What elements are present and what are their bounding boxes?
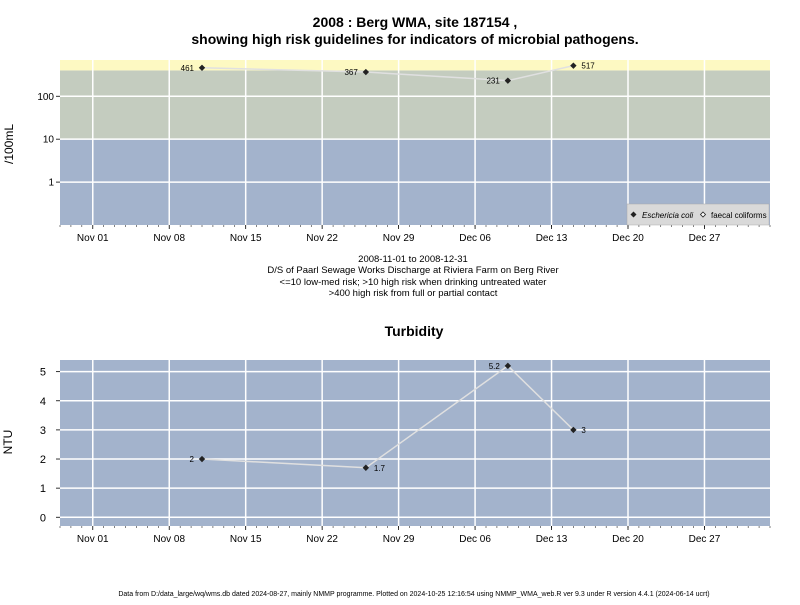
legend-ecoli-marker xyxy=(630,211,637,218)
chart2-background xyxy=(60,360,770,526)
x-tick-label: Dec 13 xyxy=(536,233,568,244)
data-point xyxy=(362,464,370,471)
x-tick-label: Nov 29 xyxy=(383,233,415,244)
chart1-subtitle: showing high risk guidelines for indicat… xyxy=(191,31,638,47)
y-tick-label: 1 xyxy=(48,178,54,189)
y-tick-label: 5 xyxy=(40,367,46,379)
y-tick-label: 100 xyxy=(37,92,54,103)
chart1-legend: Eschericia coli faecal coliforms xyxy=(626,203,770,226)
data-label: 1.7 xyxy=(374,464,386,473)
y-tick-label: 4 xyxy=(40,396,46,408)
data-point xyxy=(570,426,577,434)
chart1-note-date-range: 2008-11-01 to 2008-12-31 xyxy=(358,254,468,265)
data-label: 517 xyxy=(581,62,595,71)
x-tick-label: Nov 15 xyxy=(230,534,262,545)
x-tick-label: Nov 01 xyxy=(77,534,109,545)
x-tick-label: Dec 27 xyxy=(689,534,721,545)
data-point xyxy=(504,77,512,84)
y-tick-label: 2 xyxy=(40,454,46,466)
x-tick-label: Nov 22 xyxy=(306,233,338,244)
chart2-title: Turbidity xyxy=(385,323,444,339)
legend-ecoli-label: Eschericia coli xyxy=(642,211,693,220)
x-tick-label: Dec 27 xyxy=(689,233,721,244)
legend-box xyxy=(626,203,770,226)
data-label: 231 xyxy=(486,77,500,86)
chart2-x-axis: Nov 01 Nov 08 Nov 15 Nov 22 Nov 29 Dec 06 Dec … xyxy=(59,526,771,545)
chart1-note-risk-low: <=10 low-med risk; >10 high risk when dr… xyxy=(280,277,547,288)
chart1-gridlines xyxy=(60,60,770,225)
legend-faecal-marker xyxy=(699,211,707,218)
x-tick-label: Dec 06 xyxy=(459,534,491,545)
x-tick-label: Nov 22 xyxy=(306,534,338,545)
data-label: 5.2 xyxy=(489,362,501,371)
chart1-y-axis: 1 10 100 xyxy=(37,92,60,189)
data-point xyxy=(362,68,370,76)
chart1-note-risk-high: >400 high risk from full or partial cont… xyxy=(329,288,498,299)
data-label: 2 xyxy=(190,455,195,464)
data-point xyxy=(570,62,577,69)
data-point xyxy=(198,64,206,71)
x-tick-label: Nov 01 xyxy=(77,233,109,244)
data-label: 461 xyxy=(181,64,195,73)
series-line xyxy=(201,64,574,82)
chart2-panel xyxy=(60,360,770,526)
x-tick-label: Nov 08 xyxy=(153,233,185,244)
chart2-ylabel: NTU xyxy=(1,430,15,455)
y-tick-label: 0 xyxy=(40,512,46,524)
chart1-note-site: D/S of Paarl Sewage Works Discharge at R… xyxy=(267,265,558,276)
footer-note: Data from D:/data_large/wq/wms.db dated … xyxy=(118,591,709,598)
x-tick-label: Dec 20 xyxy=(612,233,644,244)
chart2-y-axis: 0 1 2 3 4 5 xyxy=(40,367,60,524)
chart1-title: 2008 : Berg WMA, site 187154 , xyxy=(313,14,518,30)
x-tick-label: Nov 08 xyxy=(153,534,185,545)
x-tick-label: Nov 29 xyxy=(383,534,415,545)
chart1-series: 461 367 231 517 xyxy=(181,62,596,86)
x-tick-label: Dec 20 xyxy=(612,534,644,545)
chart1-ylabel: /100mL xyxy=(2,124,16,164)
risk-band xyxy=(60,60,770,71)
series-line xyxy=(201,364,574,469)
data-label: 3 xyxy=(581,426,586,435)
y-tick-label: 3 xyxy=(40,425,46,437)
data-point xyxy=(198,455,206,463)
chart1-risk-bands xyxy=(60,60,770,225)
x-tick-label: Dec 13 xyxy=(536,534,568,545)
data-point xyxy=(504,362,512,370)
chart2-series: 2 1.7 5.2 3 xyxy=(190,362,587,473)
x-tick-label: Dec 06 xyxy=(459,233,491,244)
risk-band xyxy=(60,70,770,140)
data-label: 367 xyxy=(344,68,358,77)
y-tick-label: 1 xyxy=(40,483,46,495)
y-tick-label: 10 xyxy=(43,135,55,146)
chart2-gridlines xyxy=(60,360,770,526)
legend-faecal-label: faecal coliforms xyxy=(711,211,767,220)
x-tick-label: Nov 15 xyxy=(230,233,262,244)
chart1-x-axis: Nov 01 Nov 08 Nov 15 Nov 22 Nov 29 Dec 06 Dec … xyxy=(59,225,771,244)
